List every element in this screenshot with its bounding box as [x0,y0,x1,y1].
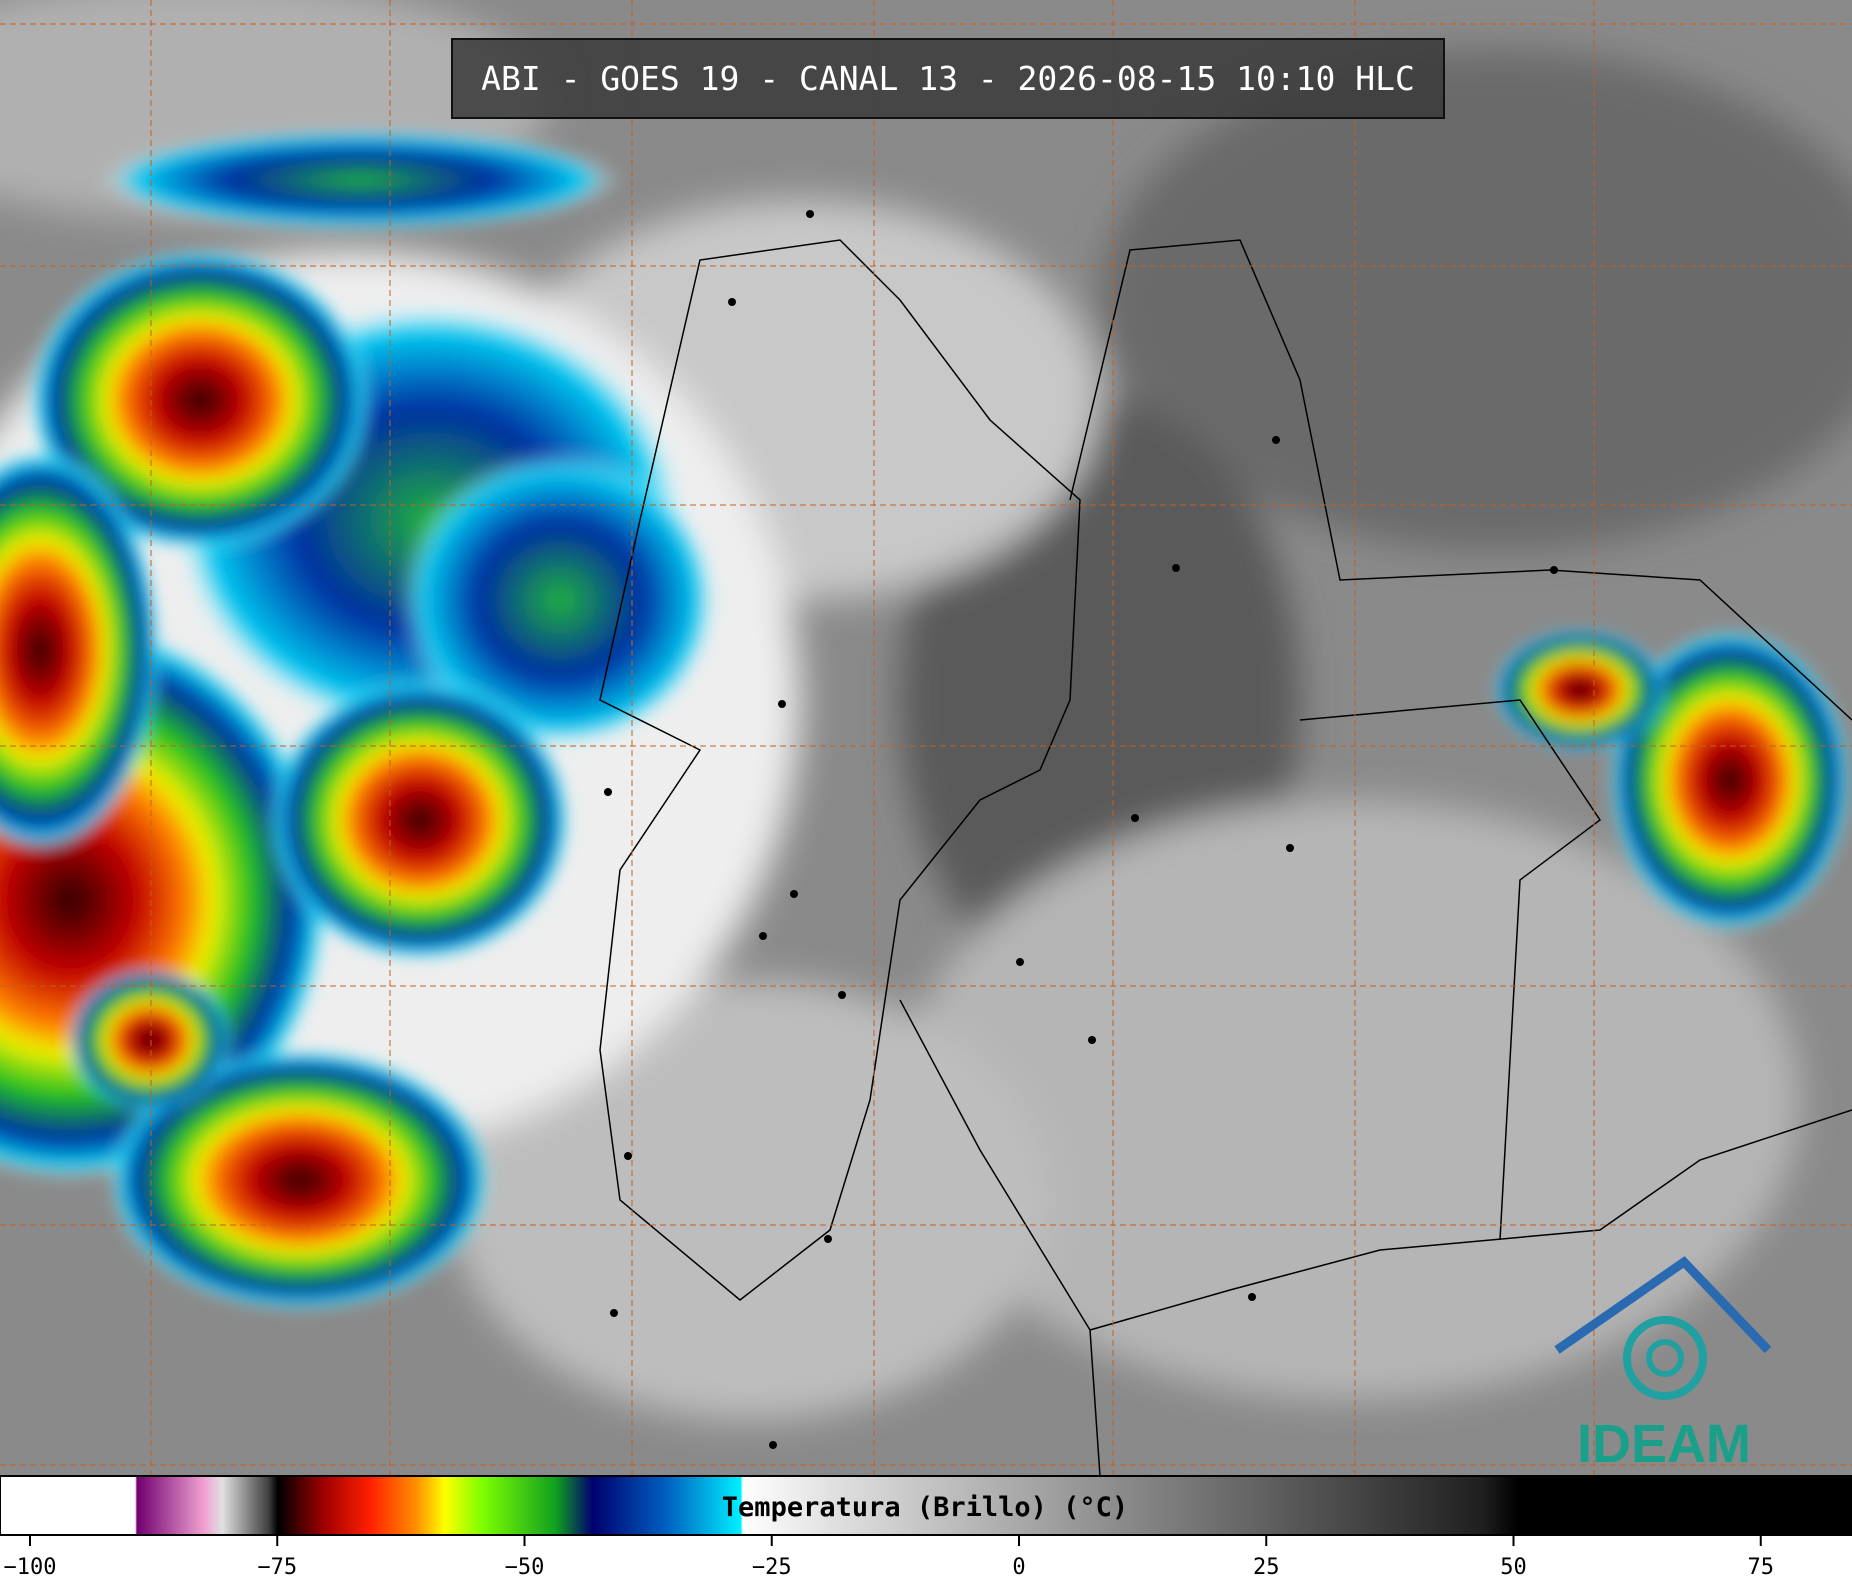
colorbar-tick-label: −100 [4,1555,57,1577]
borders [599,239,1852,1477]
colorbar-tick-label: 75 [1748,1555,1775,1577]
logo: IDEAM [1554,1256,1772,1474]
colorbar-tick-label: 50 [1500,1555,1527,1577]
colorbar-tick-label: 0 [1012,1555,1025,1577]
title-box [451,38,1445,119]
colorbar-tick-label: −50 [505,1555,545,1577]
city-dots [604,210,1558,1449]
colorbar-tick-label: −75 [257,1555,297,1577]
image-title: ABI - GOES 19 - CANAL 13 - 2026-08-15 10… [481,59,1415,98]
logo-text: IDEAM [1577,1414,1751,1474]
colorbar-tick-label: 25 [1253,1555,1280,1577]
colorbar-label: Temperatura (Brillo) (°C) [722,1492,1128,1523]
colorbar: Temperatura (Brillo) (°C) [0,1475,1852,1536]
graticule [0,0,1852,1476]
colorbar-tick-label: −25 [752,1555,792,1577]
map-imagery [0,0,1852,1477]
